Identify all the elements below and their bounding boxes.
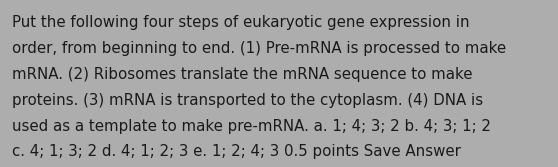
Text: proteins. (3) mRNA is transported to the cytoplasm. (4) DNA is: proteins. (3) mRNA is transported to the…	[12, 93, 483, 108]
Text: used as a template to make pre-mRNA. a. 1; 4; 3; 2 b. 4; 3; 1; 2: used as a template to make pre-mRNA. a. …	[12, 119, 491, 134]
Text: Put the following four steps of eukaryotic gene expression in: Put the following four steps of eukaryot…	[12, 15, 470, 30]
Text: c. 4; 1; 3; 2 d. 4; 1; 2; 3 e. 1; 2; 4; 3 0.5 points Save Answer: c. 4; 1; 3; 2 d. 4; 1; 2; 3 e. 1; 2; 4; …	[12, 144, 461, 159]
Text: order, from beginning to end. (1) Pre-mRNA is processed to make: order, from beginning to end. (1) Pre-mR…	[12, 41, 507, 56]
Text: mRNA. (2) Ribosomes translate the mRNA sequence to make: mRNA. (2) Ribosomes translate the mRNA s…	[12, 67, 473, 82]
